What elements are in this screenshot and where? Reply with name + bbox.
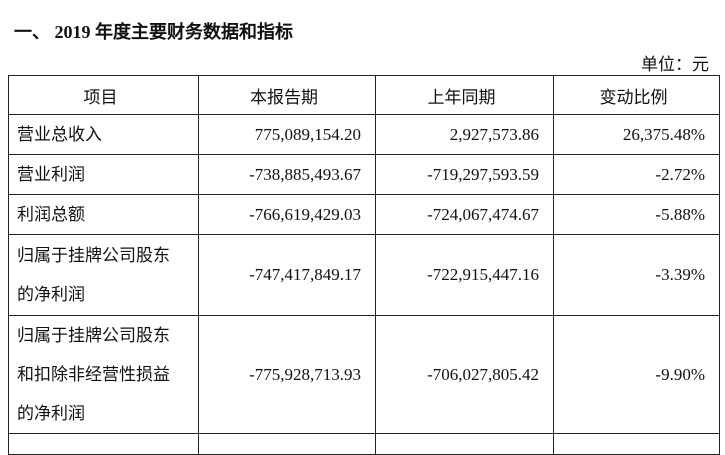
- table-row: 归属于挂牌公司股东的净利润 -747,417,849.17 -722,915,4…: [8, 234, 720, 316]
- section-title: 一、 2019 年度主要财务数据和指标: [14, 22, 293, 42]
- table-row: 营业利润 -738,885,493.67 -719,297,593.59 -2.…: [8, 154, 720, 195]
- table-row: 利润总额 -766,619,429.03 -724,067,474.67 -5.…: [8, 194, 720, 235]
- row-current: -747,417,849.17: [198, 234, 376, 316]
- row-current: -766,619,429.03: [198, 194, 376, 235]
- row-change: -2.72%: [553, 154, 720, 195]
- financial-data-table: 项目 本报告期 上年同期 变动比例 营业总收入 775,089,154.20 2…: [8, 75, 720, 455]
- row-change: -3.39%: [553, 234, 720, 316]
- row-current: 775,089,154.20: [198, 114, 376, 155]
- header-item: 项目: [8, 75, 199, 115]
- row-prior: -722,915,447.16: [375, 234, 554, 316]
- row-prior: -706,027,805.42: [375, 315, 554, 434]
- row-item: 利润总额: [8, 194, 199, 235]
- unit-label: 单位：元: [641, 55, 709, 74]
- row-current: -738,885,493.67: [198, 154, 376, 195]
- row-prior: 2,927,573.86: [375, 114, 554, 155]
- row-change: 26,375.48%: [553, 114, 720, 155]
- table-row: 归属于挂牌公司股东和扣除非经营性损益的净利润 -775,928,713.93 -…: [8, 315, 720, 434]
- header-prior: 上年同期: [375, 75, 554, 115]
- row-prior: -719,297,593.59: [375, 154, 554, 195]
- table-row: 营业总收入 775,089,154.20 2,927,573.86 26,375…: [8, 114, 720, 155]
- row-item: 营业利润: [8, 154, 199, 195]
- header-current: 本报告期: [198, 75, 376, 115]
- row-item: 归属于挂牌公司股东和扣除非经营性损益的净利润: [8, 315, 199, 434]
- row-change: -5.88%: [553, 194, 720, 235]
- row-item: 营业总收入: [8, 114, 199, 155]
- row-item: 归属于挂牌公司股东的净利润: [8, 234, 199, 316]
- table-header-row: 项目 本报告期 上年同期 变动比例: [8, 75, 720, 115]
- row-prior: -724,067,474.67: [375, 194, 554, 235]
- row-current: -775,928,713.93: [198, 315, 376, 434]
- row-change: -9.90%: [553, 315, 720, 434]
- header-change: 变动比例: [553, 75, 720, 115]
